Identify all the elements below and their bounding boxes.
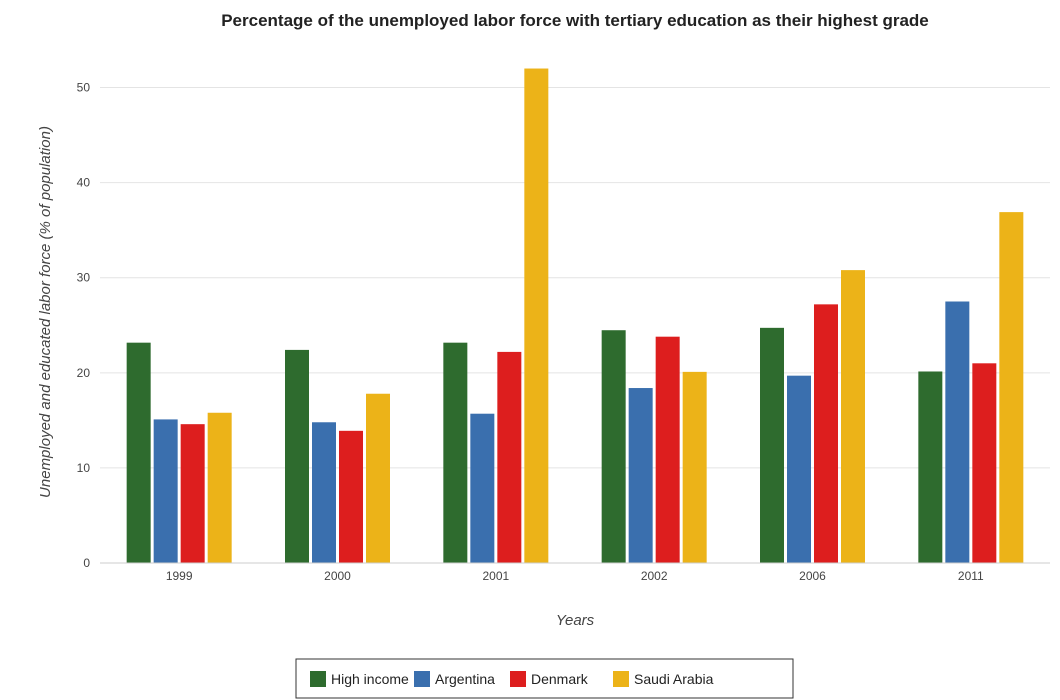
bar-argentina-2001 <box>470 413 495 563</box>
bar-high-income-2000 <box>285 349 309 563</box>
bar-saudi-arabia-2001 <box>524 68 549 563</box>
x-tick-label: 2001 <box>482 569 509 583</box>
bar-argentina-2002 <box>628 388 653 563</box>
gridlines <box>100 87 1050 564</box>
x-tick-label: 2006 <box>799 569 826 583</box>
x-tick-label: 2011 <box>958 569 984 583</box>
bars <box>126 68 1024 563</box>
y-tick-label: 0 <box>83 556 90 570</box>
bar-argentina-2011 <box>945 301 970 563</box>
bar-denmark-2011 <box>972 363 997 563</box>
bar-denmark-2006 <box>814 304 838 563</box>
y-tick-label: 10 <box>77 461 91 475</box>
bar-high-income-2001 <box>443 342 468 563</box>
legend-swatch <box>414 671 430 687</box>
y-tick-label: 40 <box>77 176 91 190</box>
bar-saudi-arabia-2002 <box>682 371 707 563</box>
legend: High income Argentina Denmark Saudi Arabia <box>295 658 794 699</box>
legend-label: Saudi Arabia <box>634 671 714 687</box>
bar-saudi-arabia-1999 <box>207 412 232 563</box>
legend-label: Denmark <box>531 671 589 687</box>
x-axis-title: Years <box>556 612 595 629</box>
bar-saudi-arabia-2006 <box>841 270 865 563</box>
y-tick-label: 50 <box>77 81 91 95</box>
legend-swatch <box>510 671 526 687</box>
legend-label: High income <box>331 671 409 687</box>
bar-saudi-arabia-2011 <box>999 212 1024 563</box>
y-axis-ticks: 0 10 20 30 40 50 <box>77 81 91 570</box>
bar-high-income-2006 <box>760 327 784 563</box>
x-tick-label: 2002 <box>641 569 668 583</box>
x-tick-label: 1999 <box>166 569 193 583</box>
bar-denmark-2001 <box>497 351 522 563</box>
legend-swatch <box>613 671 629 687</box>
legend-swatch <box>310 671 326 687</box>
bar-high-income-1999 <box>126 342 151 563</box>
bar-denmark-2002 <box>655 336 680 563</box>
bar-saudi-arabia-2000 <box>366 393 390 563</box>
legend-box <box>295 658 794 699</box>
bar-denmark-1999 <box>180 424 205 563</box>
x-axis-ticks: 1999 2000 2001 2002 2006 2011 <box>166 569 984 583</box>
y-tick-label: 20 <box>77 366 91 380</box>
bar-argentina-2006 <box>787 375 811 563</box>
chart-title: Percentage of the unemployed labor force… <box>221 11 929 30</box>
bar-argentina-2000 <box>312 422 336 563</box>
bar-argentina-1999 <box>153 419 178 563</box>
x-tick-label: 2000 <box>324 569 351 583</box>
y-tick-label: 30 <box>77 271 91 285</box>
y-axis-title: Unemployed and educated labor force (% o… <box>37 126 54 498</box>
bar-high-income-2002 <box>601 330 626 563</box>
legend-label: Argentina <box>435 671 495 687</box>
bar-denmark-2000 <box>339 430 363 563</box>
bar-high-income-2011 <box>918 371 943 563</box>
